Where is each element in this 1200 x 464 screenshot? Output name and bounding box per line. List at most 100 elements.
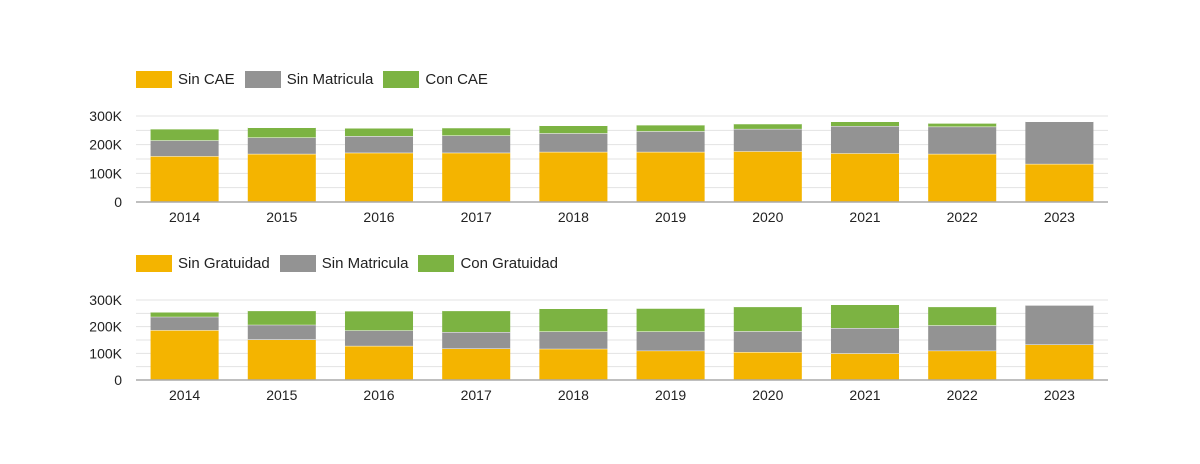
bar-segment <box>539 125 608 134</box>
legend: Sin Gratuidad Sin Matricula Con Gratuida… <box>136 252 568 274</box>
chart-top: Sin CAE Sin Matricula Con CAE 0 100K 200K 3… <box>0 68 1200 238</box>
bar-segment <box>928 350 997 380</box>
x-tick-label: 2014 <box>169 209 200 225</box>
bar-segment <box>830 121 900 127</box>
bar-segment <box>830 353 900 380</box>
bar-segment <box>442 135 511 153</box>
y-tick-label: 100K <box>89 345 122 361</box>
legend-label: Con Gratuidad <box>460 254 558 272</box>
bar-segment <box>539 348 608 380</box>
x-tick-label: 2016 <box>363 387 394 403</box>
legend-label: Sin Matricula <box>321 254 409 272</box>
y-tick-label: 300K <box>89 108 122 124</box>
legend-swatch <box>383 70 420 88</box>
chart-plot: 0 100K 200K 300K 2014 2015 2016 2017 2018 2019 202… <box>89 292 1108 403</box>
x-tick-label: 2020 <box>752 387 783 403</box>
legend-item-con-gratuidad[interactable]: Con Gratuidad <box>418 254 558 272</box>
x-tick-label: 2018 <box>558 387 589 403</box>
legend-item-sin-cae[interactable]: Sin CAE <box>136 70 235 88</box>
x-tick-label: 2018 <box>558 209 589 225</box>
bar-segment <box>636 308 705 332</box>
bar-segment <box>150 316 219 331</box>
legend-swatch <box>136 70 172 88</box>
x-tick-label: 2014 <box>169 387 200 403</box>
legend-label: Sin Matricula <box>286 70 374 88</box>
x-tick-label: 2020 <box>752 209 783 225</box>
bar-segment <box>733 331 802 352</box>
bar-segment <box>539 133 608 152</box>
y-tick-label: 200K <box>89 319 122 335</box>
x-tick-label: 2022 <box>947 209 978 225</box>
x-tick-label: 2015 <box>266 209 297 225</box>
chart-bottom: Sin Gratuidad Sin Matricula Con Gratuida… <box>0 252 1200 412</box>
bar-segment <box>1025 121 1094 164</box>
legend-item-sin-matricula[interactable]: Sin Matricula <box>244 70 374 88</box>
bar-segment <box>442 152 511 202</box>
bar-segment <box>1025 344 1094 380</box>
legend-swatch <box>244 70 281 88</box>
bar-segment <box>247 137 316 154</box>
x-tick-label: 2019 <box>655 209 686 225</box>
bar-segment <box>247 153 316 202</box>
legend-item-con-cae[interactable]: Con CAE <box>383 70 488 88</box>
bar-segment <box>150 312 219 317</box>
bar-segment <box>247 339 316 380</box>
bar-segment <box>636 151 705 202</box>
bar-segment <box>928 153 997 202</box>
bar-segment <box>344 136 414 153</box>
bar-segment <box>928 126 997 154</box>
x-tick-label: 2023 <box>1044 209 1075 225</box>
legend-swatch <box>418 254 455 272</box>
x-tick-label: 2021 <box>849 209 880 225</box>
x-tick-label: 2019 <box>655 387 686 403</box>
bar-segment <box>150 156 219 202</box>
x-tick-label: 2022 <box>947 387 978 403</box>
bar-segment <box>928 306 997 326</box>
bar-segment <box>442 332 511 349</box>
chart-plot: 0 100K 200K 300K 2014 2015 2016 2017 2018 2019 202… <box>89 108 1108 225</box>
bar-segment <box>928 123 997 127</box>
x-tick-label: 2017 <box>461 209 492 225</box>
bar-segment <box>344 310 414 331</box>
bar-segment <box>150 330 219 380</box>
x-tick-label: 2016 <box>363 209 394 225</box>
bar-segment <box>733 352 802 380</box>
bar-segment <box>344 330 414 346</box>
x-tick-label: 2017 <box>461 387 492 403</box>
y-tick-label: 0 <box>114 194 122 210</box>
legend-item-sin-matricula[interactable]: Sin Matricula <box>279 254 409 272</box>
bar-segment <box>733 151 802 202</box>
bar-segment <box>733 128 802 152</box>
bar-segment <box>344 345 414 380</box>
bar-segment <box>1025 305 1094 345</box>
bar-segment <box>636 350 705 380</box>
x-tick-label: 2021 <box>849 387 880 403</box>
bar-segment <box>539 151 608 202</box>
y-tick-label: 300K <box>89 292 122 308</box>
bar-segment <box>830 126 900 154</box>
bar-segment <box>830 304 900 328</box>
legend-swatch <box>279 254 316 272</box>
bar-segment <box>247 324 316 340</box>
legend-item-sin-gratuidad[interactable]: Sin Gratuidad <box>136 254 270 272</box>
bar-segment <box>539 308 608 332</box>
x-tick-label: 2023 <box>1044 387 1075 403</box>
bar-segment <box>733 306 802 332</box>
legend-label: Con CAE <box>425 70 488 88</box>
legend-swatch <box>136 254 172 272</box>
bar-segment <box>636 331 705 351</box>
x-tick-label: 2015 <box>266 387 297 403</box>
bar-segment <box>442 310 511 332</box>
bar-segment <box>928 325 997 351</box>
y-tick-label: 0 <box>114 372 122 388</box>
bar-segment <box>247 127 316 138</box>
bar-segment <box>830 153 900 202</box>
bar-segment <box>636 124 705 132</box>
bar-segment <box>442 127 511 136</box>
bar-segment <box>344 128 414 137</box>
bar-segment <box>1025 163 1094 202</box>
bar-segment <box>442 348 511 380</box>
bar-segment <box>830 328 900 354</box>
legend-label: Sin CAE <box>178 70 235 88</box>
y-tick-label: 100K <box>89 165 122 181</box>
